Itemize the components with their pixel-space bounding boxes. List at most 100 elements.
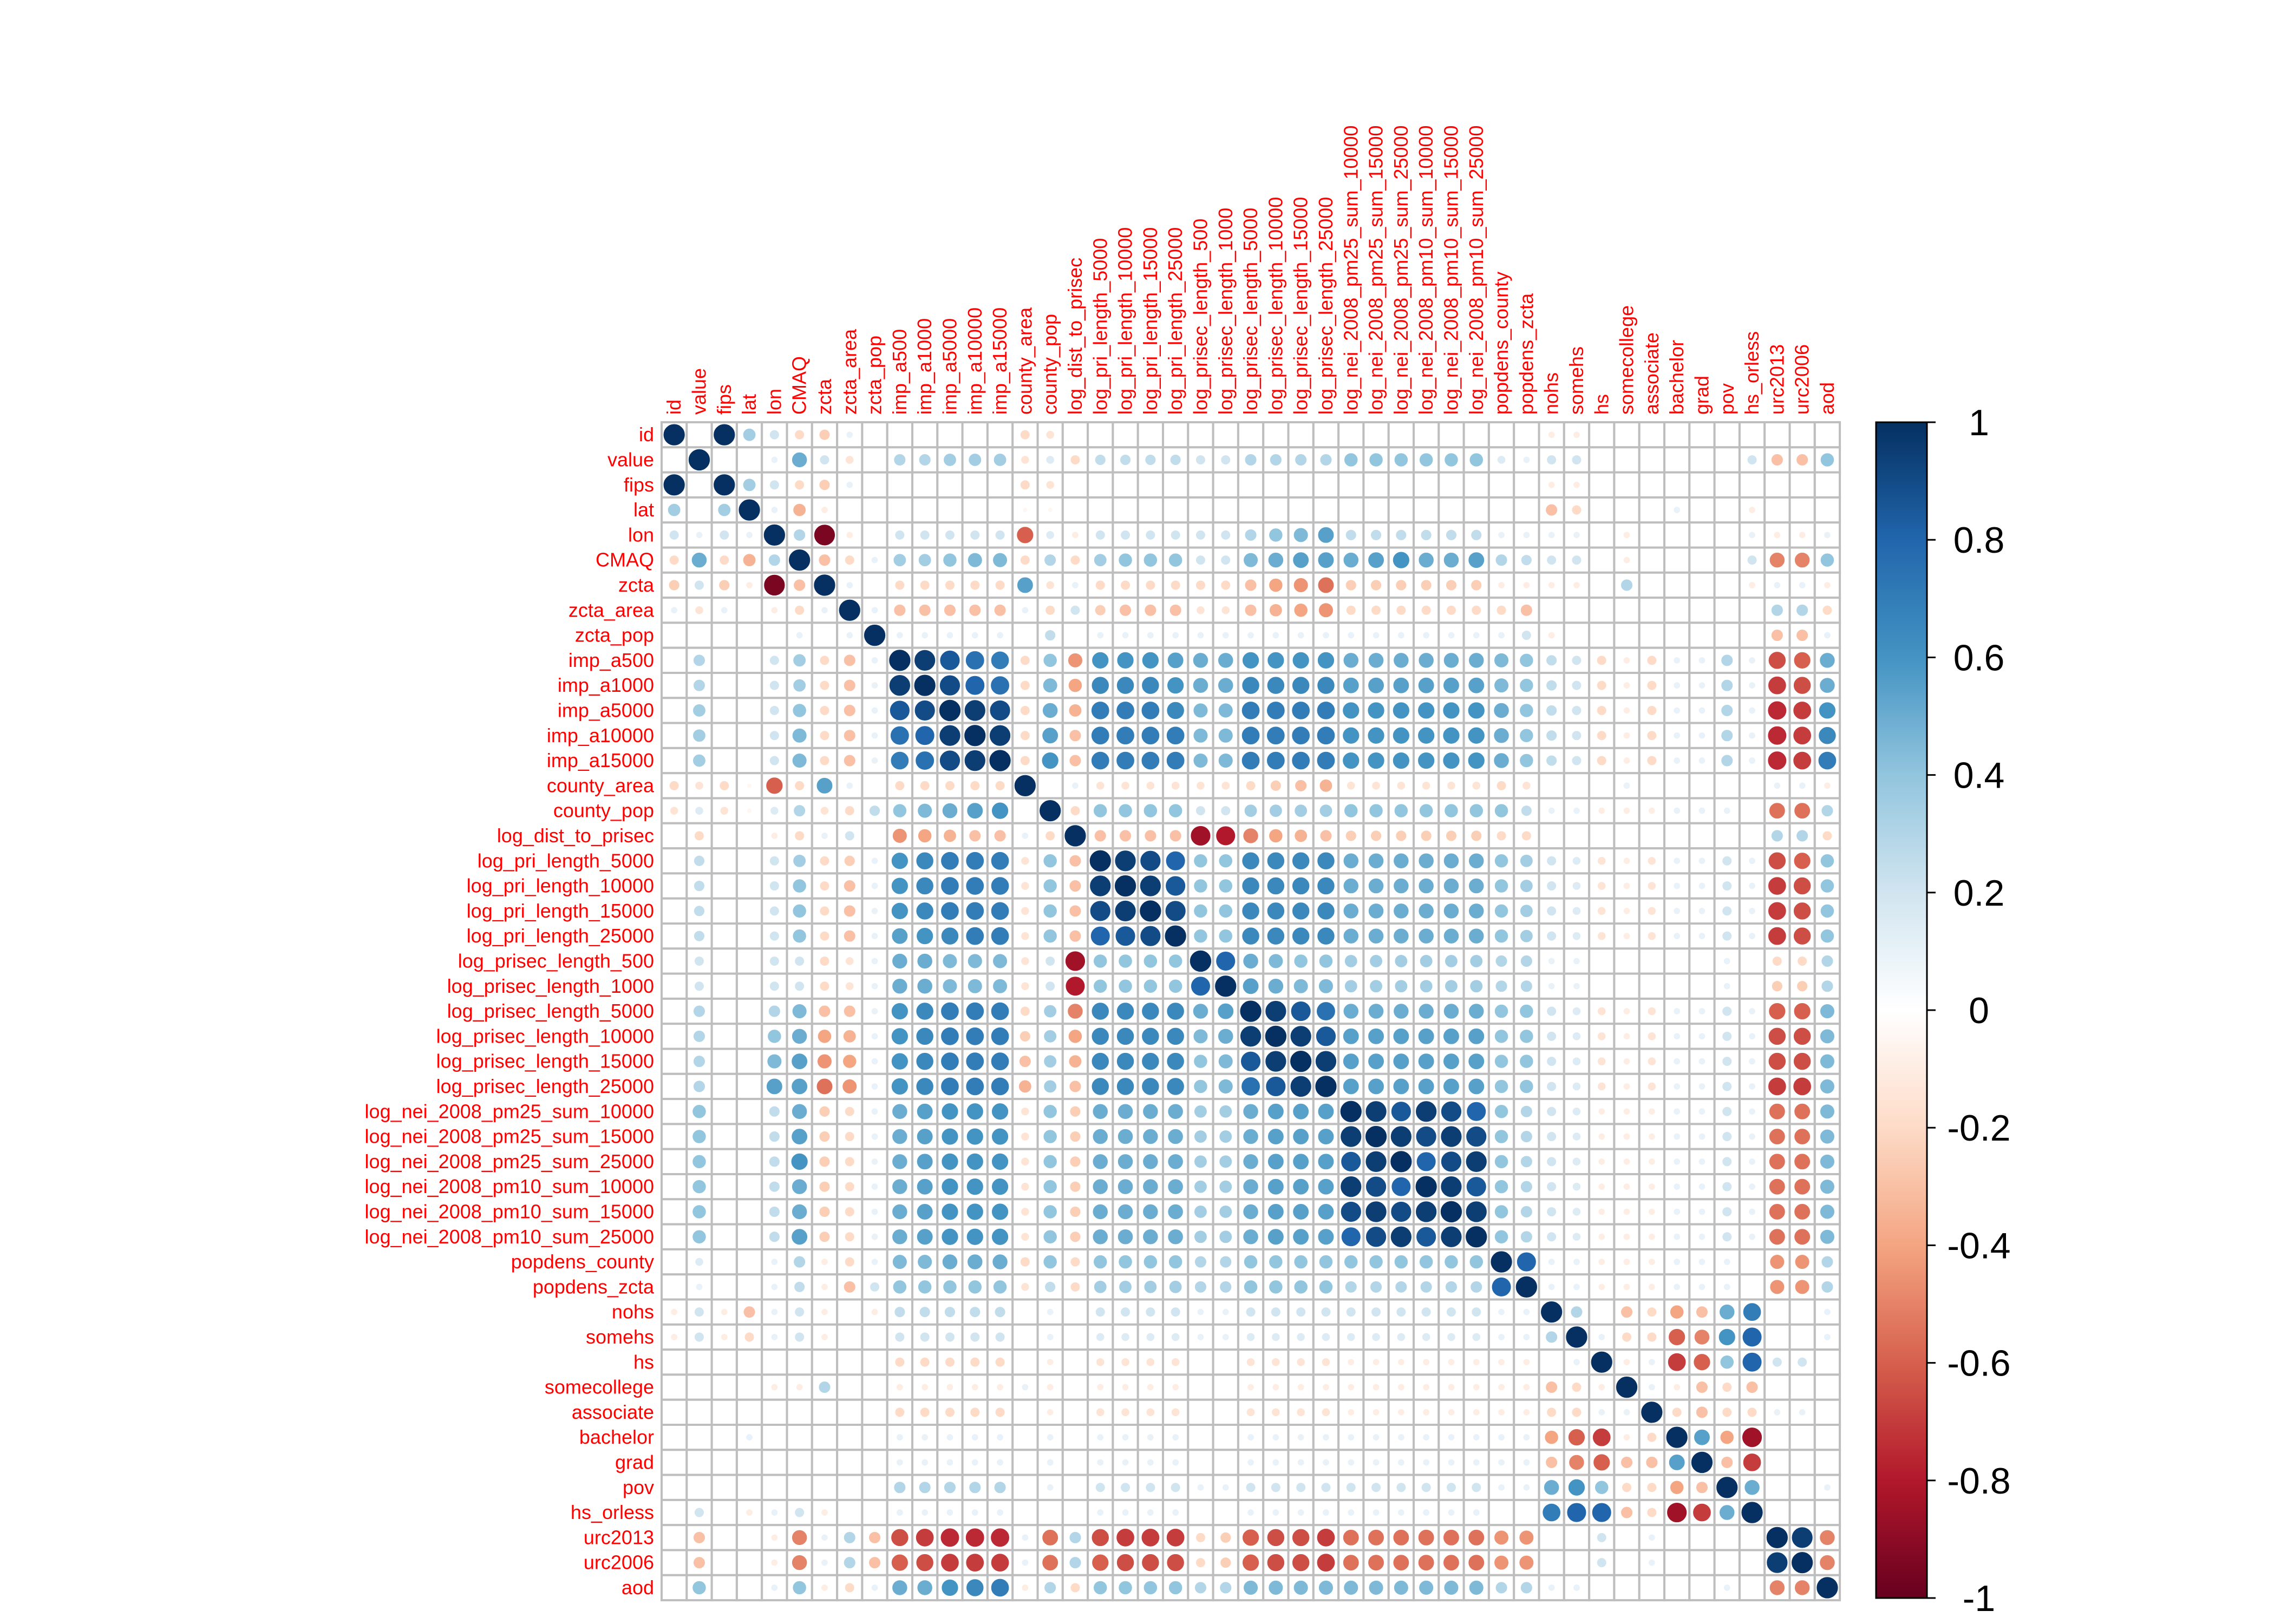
correlation-point-log_nei_2008_pm25_sum_10000-log_nei_2008_pm25_sum_15000 [1365,1101,1387,1123]
correlation-point-log_nei_2008_pm25_sum_15000-imp_a500 [892,1128,908,1145]
correlation-point-somecollege-imp_a1000 [921,1383,929,1391]
correlation-point-urc2013-popdens_county [1494,1530,1510,1546]
correlation-point-log_nei_2008_pm25_sum_10000-imp_a10000 [966,1103,984,1121]
correlation-point-grad-imp_a10000 [971,1458,979,1466]
correlation-point-log_pri_length_15000-log_prisec_length_10000 [1266,902,1285,920]
correlation-point-popdens_zcta-urc2013 [1769,1279,1785,1295]
correlation-point-popdens_zcta-id [672,1285,677,1289]
correlation-point-log_prisec_length_10000-log_prisec_length_500 [1193,1029,1208,1044]
correlation-point-bachelor-log_pri_length_15000 [1146,1433,1154,1442]
correlation-point-CMAQ-imp_a5000 [943,553,957,567]
correlation-point-lon-log_nei_2008_pm25_sum_25000 [1395,529,1407,541]
correlation-point-fips-log_pri_length_25000 [1173,482,1178,487]
correlation-point-zcta_area-popdens_zcta [1520,604,1533,617]
correlation-point-somehs-log_nei_2008_pm25_sum_25000 [1396,1332,1406,1342]
correlation-point-zcta-log_nei_2008_pm10_sum_15000 [1445,579,1458,591]
correlation-point-log_dist_to_prisec-zcta_area [844,830,855,841]
correlation-point-fips-log_nei_2008_pm25_sum_15000 [1374,482,1378,487]
correlation-point-log_pri_length_10000-log_prisec_length_25000 [1317,876,1335,895]
correlation-point-imp_a10000-log_prisec_length_5000 [1241,726,1260,745]
correlation-point-zcta_area-lat [747,608,752,613]
correlation-point-log_nei_2008_pm25_sum_10000-grad [1698,1108,1706,1116]
correlation-point-hs-somecollege [1623,1358,1631,1366]
correlation-point-log_prisec_length_1000-log_pri_length_15000 [1143,979,1158,993]
correlation-point-lat-lat [738,499,761,521]
correlation-point-log_pri_length_25000-popdens_county [1494,928,1509,944]
correlation-point-log_prisec_length_500-popdens_zcta [1520,954,1533,967]
correlation-point-CMAQ-imp_a10000 [967,552,983,568]
correlation-point-imp_a15000-log_dist_to_prisec [1069,754,1082,767]
correlation-point-log_nei_2008_pm10_sum_25000-lon [768,1231,780,1243]
correlation-point-popdens_county-hs [1598,1258,1606,1266]
correlation-point-log_pri_length_5000-log_pri_length_5000 [1089,849,1112,872]
correlation-point-hs-imp_a500 [894,1357,905,1367]
correlation-point-log_prisec_length_1000-zcta_pop [871,982,879,990]
correlation-point-somehs-log_prisec_length_5000 [1246,1332,1256,1342]
correlation-point-lon-aod [1824,531,1831,539]
correlation-point-popdens_zcta-zcta_pop [870,1281,880,1292]
correlation-point-log_pri_length_25000-log_nei_2008_pm25_sum_10000 [1343,928,1359,944]
correlation-point-log_prisec_length_10000-CMAQ [791,1028,808,1045]
correlation-point-pov-imp_a1000 [918,1481,931,1494]
correlation-point-log_nei_2008_pm10_sum_10000-log_pri_length_25000 [1167,1178,1184,1195]
correlation-point-log_nei_2008_pm25_sum_15000-log_prisec_length_1000 [1219,1130,1233,1143]
correlation-point-log_nei_2008_pm10_sum_10000-log_dist_to_prisec [1069,1181,1081,1193]
correlation-point-hs-log_prisec_length_25000 [1321,1357,1331,1367]
column-label: imp_a15000 [989,307,1011,415]
correlation-point-grad-imp_a1000 [921,1458,929,1466]
correlation-point-imp_a500-log_pri_length_15000 [1141,651,1159,669]
correlation-point-urc2006-aod [1819,1554,1835,1571]
correlation-point-bachelor-lat [746,1433,753,1442]
column-label: lat [738,394,760,415]
correlation-point-urc2006-log_pri_length_5000 [1092,1554,1109,1571]
correlation-point-log_dist_to_prisec-log_nei_2008_pm10_sum_15000 [1445,830,1458,842]
correlation-point-popdens_zcta-log_nei_2008_pm25_sum_15000 [1370,1280,1383,1293]
correlation-point-log_prisec_length_500-imp_a10000 [967,953,983,969]
correlation-point-somehs-somecollege [1622,1332,1632,1343]
correlation-point-aod-zcta [821,1584,828,1592]
correlation-point-nohs-log_pri_length_5000 [1095,1307,1106,1318]
correlation-point-log_prisec_length_1000-imp_a500 [892,978,908,994]
correlation-point-imp_a10000-log_prisec_length_10000 [1266,726,1285,745]
correlation-point-log_nei_2008_pm25_sum_15000-somehs [1572,1132,1582,1141]
correlation-point-log_pri_length_15000-grad [1698,907,1706,915]
correlation-point-log_pri_length_15000-hs [1597,906,1606,916]
correlation-point-associate-imp_a10000 [970,1407,981,1418]
correlation-point-somecollege-value [697,1385,702,1390]
correlation-point-zcta-zcta_area [846,581,854,589]
correlation-point-somecollege-log_nei_2008_pm25_sum_15000 [1372,1383,1380,1391]
correlation-point-hs-somehs [1573,1358,1580,1366]
correlation-point-value-bachelor [1675,457,1680,462]
correlation-point-imp_a500-popdens_county [1494,652,1510,668]
correlation-point-imp_a5000-popdens_zcta [1519,703,1534,718]
correlation-point-log_nei_2008_pm10_sum_15000-log_nei_2008_pm25_sum_10000 [1340,1201,1362,1223]
correlation-point-lon-log_prisec_length_10000 [1269,528,1283,542]
correlation-point-imp_a5000-urc2013 [1767,700,1787,721]
correlation-point-log_nei_2008_pm25_sum_15000-aod [1819,1129,1835,1144]
correlation-point-log_pri_length_5000-bachelor [1673,857,1681,865]
correlation-point-id-nohs [1547,431,1556,439]
correlation-point-log_nei_2008_pm25_sum_10000-nohs [1546,1106,1557,1117]
correlation-point-log_prisec_length_500-log_nei_2008_pm25_sum_10000 [1344,954,1358,968]
correlation-point-imp_a500-county_pop [1043,653,1057,668]
correlation-point-imp_a15000-log_prisec_length_15000 [1291,751,1311,770]
correlation-point-pov-lat [747,1485,752,1490]
correlation-point-imp_a5000-imp_a5000 [938,699,962,722]
correlation-point-bachelor-somecollege [1623,1433,1631,1442]
correlation-point-value-urc2013 [1770,453,1783,466]
correlation-point-popdens_county-associate [1648,1258,1656,1266]
correlation-point-log_pri_length_15000-log_prisec_length_5000 [1241,902,1260,920]
correlation-point-log_prisec_length_10000-log_prisec_length_25000 [1315,1026,1337,1047]
correlation-point-popdens_county-urc2006 [1794,1254,1810,1270]
correlation-point-hs-lon [772,1360,777,1365]
correlation-point-CMAQ-log_pri_length_25000 [1168,553,1183,567]
row-label: log_prisec_length_500 [458,949,654,972]
correlation-point-log_pri_length_25000-zcta_area [843,929,856,942]
correlation-point-somecollege-county_area [1021,1383,1029,1391]
correlation-point-log_prisec_length_1000-county_pop [1045,981,1056,992]
correlation-point-fips-log_prisec_length_15000 [1298,482,1303,487]
correlation-point-log_prisec_length_15000-aod [1819,1053,1835,1069]
correlation-point-log_pri_length_10000-county_area [1021,881,1030,890]
correlation-point-grad-log_nei_2008_pm25_sum_15000 [1372,1458,1380,1466]
correlation-point-log_nei_2008_pm10_sum_15000-log_prisec_length_5000 [1243,1203,1259,1220]
